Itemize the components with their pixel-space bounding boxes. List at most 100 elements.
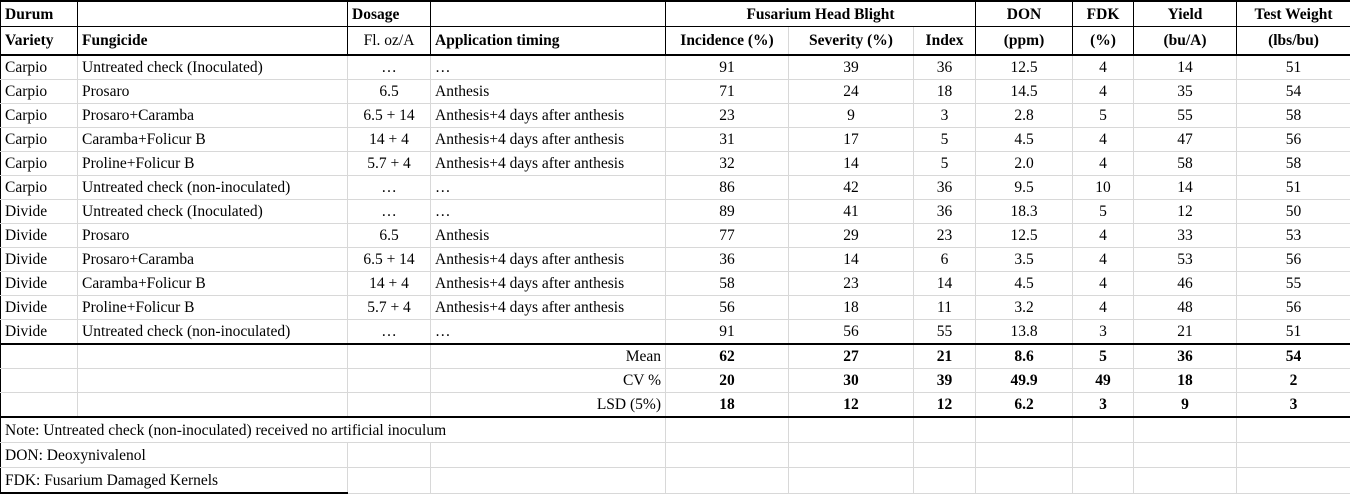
summary-label: LSD (5%) bbox=[431, 393, 666, 418]
empty-cell bbox=[666, 443, 789, 468]
cell-variety: Divide bbox=[1, 272, 78, 296]
cell-fdk: 4 bbox=[1073, 296, 1134, 320]
cell-fungicide: Prosaro bbox=[78, 224, 348, 248]
cell-fungicide: Prosaro+Caramba bbox=[78, 104, 348, 128]
cell-severity: 24 bbox=[789, 80, 914, 104]
header-don-unit: (ppm) bbox=[976, 27, 1073, 56]
cell-test-weight: 56 bbox=[1237, 296, 1350, 320]
cell-yield: 14 bbox=[1134, 55, 1237, 80]
table-row: Carpio Untreated check (non-inoculated) … bbox=[1, 176, 1350, 200]
empty-cell bbox=[1237, 468, 1350, 494]
cell-don: 4.5 bbox=[976, 128, 1073, 152]
summary-test-weight: 2 bbox=[1237, 369, 1350, 393]
cell-fdk: 5 bbox=[1073, 200, 1134, 224]
cell-index: 3 bbox=[914, 104, 976, 128]
cell-fdk: 4 bbox=[1073, 248, 1134, 272]
cell-fungicide: Prosaro bbox=[78, 80, 348, 104]
cell-yield: 48 bbox=[1134, 296, 1237, 320]
cell-don: 13.8 bbox=[976, 320, 1073, 345]
empty-cell bbox=[1073, 443, 1134, 468]
cell-timing: Anthesis+4 days after anthesis bbox=[431, 152, 666, 176]
cell-index: 18 bbox=[914, 80, 976, 104]
cell-variety: Divide bbox=[1, 248, 78, 272]
cell-yield: 47 bbox=[1134, 128, 1237, 152]
header-blank bbox=[431, 1, 666, 27]
cell-fungicide: Untreated check (Inoculated) bbox=[78, 55, 348, 80]
cell-fungicide: Prosaro+Caramba bbox=[78, 248, 348, 272]
cell-incidence: 86 bbox=[666, 176, 789, 200]
empty-cell bbox=[976, 468, 1073, 494]
summary-severity: 30 bbox=[789, 369, 914, 393]
cell-severity: 18 bbox=[789, 296, 914, 320]
cell-dosage: 14 + 4 bbox=[348, 272, 431, 296]
cell-don: 9.5 bbox=[976, 176, 1073, 200]
table-row: Divide Untreated check (Inoculated) … … … bbox=[1, 200, 1350, 224]
cell-timing: Anthesis+4 days after anthesis bbox=[431, 272, 666, 296]
header-don: DON bbox=[976, 1, 1073, 27]
cell-severity: 29 bbox=[789, 224, 914, 248]
cell-index: 6 bbox=[914, 248, 976, 272]
empty-cell bbox=[914, 443, 976, 468]
cell-index: 36 bbox=[914, 55, 976, 80]
cell-fdk: 4 bbox=[1073, 224, 1134, 248]
empty-cell bbox=[1073, 468, 1134, 494]
cell-dosage: 14 + 4 bbox=[348, 128, 431, 152]
note-row: Note: Untreated check (non-inoculated) r… bbox=[1, 417, 1350, 443]
summary-fdk: 3 bbox=[1073, 393, 1134, 418]
cell-variety: Divide bbox=[1, 296, 78, 320]
cell-fdk: 5 bbox=[1073, 104, 1134, 128]
cell-index: 36 bbox=[914, 176, 976, 200]
cell-timing: … bbox=[431, 55, 666, 80]
cell-incidence: 77 bbox=[666, 224, 789, 248]
cell-incidence: 23 bbox=[666, 104, 789, 128]
cell-dosage: 6.5 bbox=[348, 80, 431, 104]
cell-yield: 14 bbox=[1134, 176, 1237, 200]
empty-cell bbox=[1134, 443, 1237, 468]
summary-don: 8.6 bbox=[976, 344, 1073, 369]
cell-index: 55 bbox=[914, 320, 976, 345]
cell-index: 5 bbox=[914, 128, 976, 152]
summary-row-cv: CV % 20 30 39 49.9 49 18 2 bbox=[1, 369, 1350, 393]
table-row: Carpio Caramba+Folicur B 14 + 4 Anthesis… bbox=[1, 128, 1350, 152]
cell-yield: 35 bbox=[1134, 80, 1237, 104]
cell-fdk: 10 bbox=[1073, 176, 1134, 200]
cell-fungicide: Proline+Folicur B bbox=[78, 296, 348, 320]
summary-test-weight: 3 bbox=[1237, 393, 1350, 418]
header-fdk-unit: (%) bbox=[1073, 27, 1134, 56]
cell-dosage: … bbox=[348, 176, 431, 200]
summary-yield: 36 bbox=[1134, 344, 1237, 369]
cell-dosage: 6.5 + 14 bbox=[348, 104, 431, 128]
cell-fdk: 4 bbox=[1073, 128, 1134, 152]
empty-cell bbox=[78, 369, 348, 393]
cell-dosage: … bbox=[348, 200, 431, 224]
cell-severity: 14 bbox=[789, 152, 914, 176]
cell-index: 11 bbox=[914, 296, 976, 320]
cell-test-weight: 54 bbox=[1237, 80, 1350, 104]
cell-timing: Anthesis bbox=[431, 80, 666, 104]
summary-index: 21 bbox=[914, 344, 976, 369]
cell-index: 5 bbox=[914, 152, 976, 176]
cell-fdk: 4 bbox=[1073, 55, 1134, 80]
cell-test-weight: 55 bbox=[1237, 272, 1350, 296]
cell-variety: Carpio bbox=[1, 104, 78, 128]
summary-fdk: 5 bbox=[1073, 344, 1134, 369]
header-fungicide: Fungicide bbox=[78, 27, 348, 56]
summary-don: 6.2 bbox=[976, 393, 1073, 418]
empty-cell bbox=[1, 369, 78, 393]
cell-severity: 17 bbox=[789, 128, 914, 152]
summary-don: 49.9 bbox=[976, 369, 1073, 393]
cell-timing: Anthesis+4 days after anthesis bbox=[431, 296, 666, 320]
empty-cell bbox=[666, 417, 789, 443]
table-row: Divide Proline+Folicur B 5.7 + 4 Anthesi… bbox=[1, 296, 1350, 320]
header-fdk: FDK bbox=[1073, 1, 1134, 27]
cell-yield: 33 bbox=[1134, 224, 1237, 248]
header-test-weight-unit: (lbs/bu) bbox=[1237, 27, 1350, 56]
note-text: Note: Untreated check (non-inoculated) r… bbox=[1, 417, 666, 443]
cell-don: 4.5 bbox=[976, 272, 1073, 296]
empty-cell bbox=[1134, 417, 1237, 443]
empty-cell bbox=[1, 344, 78, 369]
cell-severity: 42 bbox=[789, 176, 914, 200]
summary-incidence: 20 bbox=[666, 369, 789, 393]
header-yield: Yield bbox=[1134, 1, 1237, 27]
cell-yield: 46 bbox=[1134, 272, 1237, 296]
